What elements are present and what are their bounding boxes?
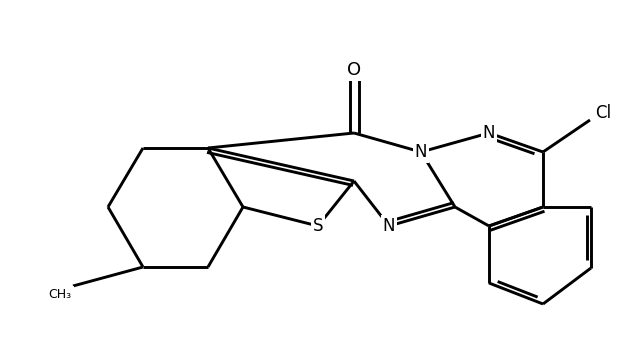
Text: CH₃: CH₃	[49, 289, 72, 301]
Text: S: S	[313, 217, 323, 235]
Text: O: O	[347, 61, 361, 79]
Text: N: N	[383, 217, 396, 235]
Text: N: N	[483, 124, 495, 142]
Text: N: N	[415, 143, 428, 161]
Text: Cl: Cl	[595, 104, 611, 122]
